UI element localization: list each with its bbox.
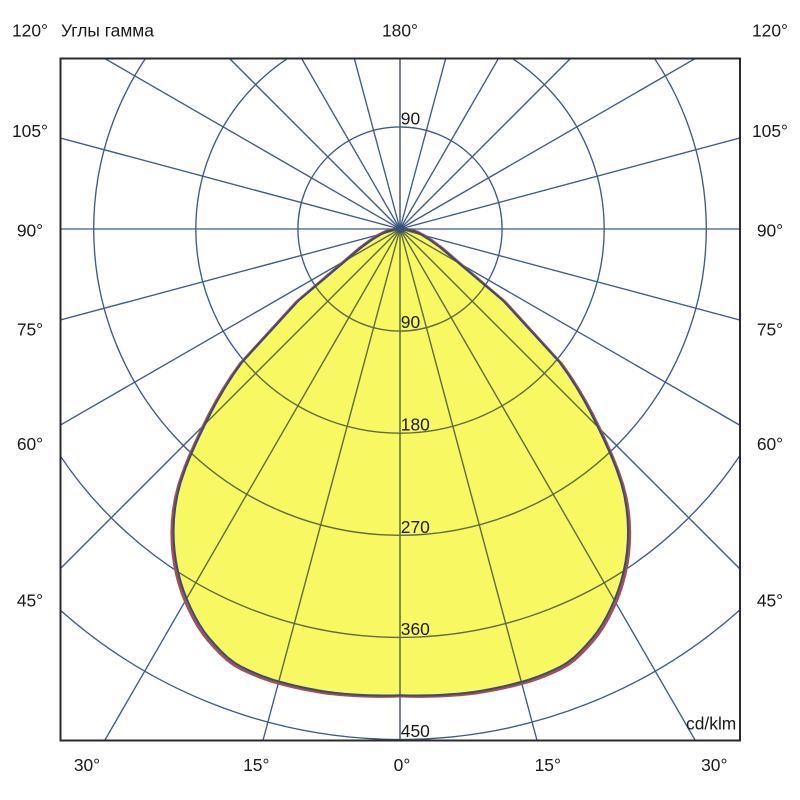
svg-text:360: 360	[401, 619, 430, 639]
svg-text:450: 450	[401, 721, 430, 741]
svg-text:90°: 90°	[17, 221, 43, 241]
svg-text:105°: 105°	[752, 121, 788, 141]
svg-text:30°: 30°	[74, 755, 100, 775]
svg-text:75°: 75°	[757, 319, 783, 339]
svg-text:120°: 120°	[12, 21, 48, 41]
svg-text:45°: 45°	[17, 590, 43, 610]
svg-text:90: 90	[401, 108, 420, 128]
svg-text:15°: 15°	[535, 755, 561, 775]
svg-text:180: 180	[401, 415, 430, 435]
svg-text:60°: 60°	[17, 434, 43, 454]
svg-text:30°: 30°	[701, 755, 727, 775]
svg-text:180°: 180°	[382, 21, 418, 41]
svg-text:cd/klm: cd/klm	[686, 713, 736, 733]
svg-text:270: 270	[401, 517, 430, 537]
svg-text:15°: 15°	[243, 755, 269, 775]
svg-text:75°: 75°	[17, 319, 43, 339]
svg-text:Углы гамма: Углы гамма	[61, 21, 154, 41]
svg-text:90: 90	[401, 312, 420, 332]
svg-text:105°: 105°	[12, 121, 48, 141]
svg-text:0°: 0°	[394, 755, 411, 775]
svg-text:60°: 60°	[757, 434, 783, 454]
svg-text:120°: 120°	[752, 21, 788, 41]
svg-text:90°: 90°	[757, 221, 783, 241]
svg-text:45°: 45°	[757, 590, 783, 610]
